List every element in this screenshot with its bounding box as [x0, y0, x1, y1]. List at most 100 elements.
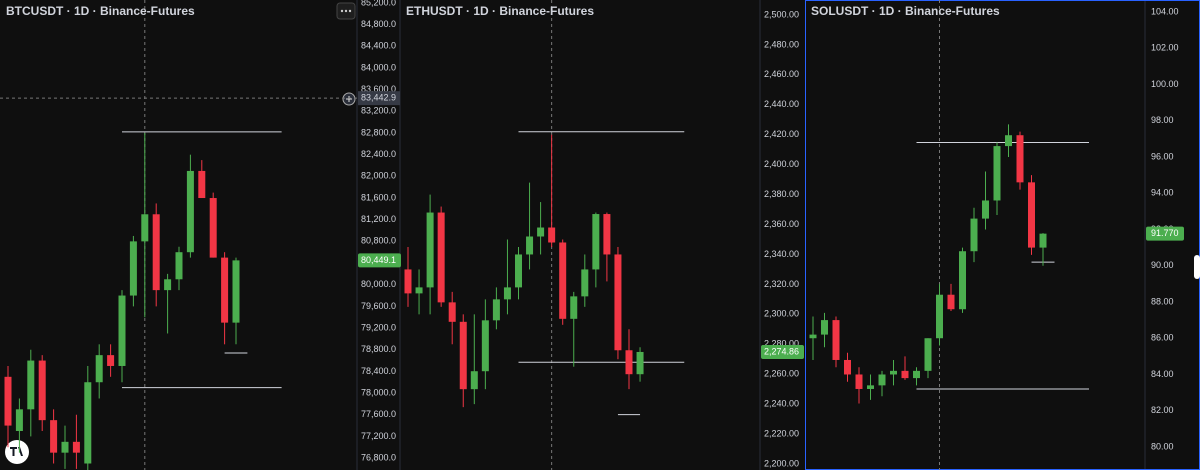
- candle-body: [993, 146, 1001, 201]
- candle-body: [437, 212, 445, 303]
- tradingview-logo[interactable]: [5, 440, 29, 464]
- y-tick-label: 2,320.00: [764, 279, 799, 289]
- dot: [340, 9, 344, 13]
- candle-body: [61, 441, 69, 453]
- more-button[interactable]: [336, 2, 356, 20]
- dot: [344, 9, 348, 13]
- candle-body: [867, 385, 874, 389]
- candle-body: [1016, 135, 1024, 183]
- chart-panel: 104.00102.00100.0098.0096.0094.0092.0090…: [809, 0, 1184, 470]
- candle-body: [1005, 135, 1012, 147]
- y-tick-label: 77,600.0: [361, 409, 396, 419]
- candle-body: [84, 382, 92, 464]
- candle-body: [537, 227, 545, 237]
- chart-title: BTCUSDT · 1D · Binance-Futures: [6, 4, 195, 18]
- candle-body: [614, 254, 622, 351]
- y-tick-label: 81,600.0: [361, 192, 396, 202]
- candle-body: [970, 218, 978, 252]
- candle-body: [636, 351, 644, 375]
- candle-body: [913, 370, 920, 379]
- y-tick-label: 85,200.0: [361, 0, 396, 7]
- candle-body: [559, 242, 567, 319]
- candle-body: [448, 302, 456, 322]
- y-tick-label: 80.00: [1151, 441, 1174, 451]
- candle-body: [844, 359, 851, 375]
- candle-body: [592, 214, 600, 270]
- logo-circle[interactable]: [5, 440, 29, 464]
- y-tick-label: 82,800.0: [361, 127, 396, 137]
- y-tick-label: 77,200.0: [361, 431, 396, 441]
- y-tick-label: 2,500.00: [764, 9, 799, 19]
- last-price-label: 80,449.1: [361, 255, 396, 265]
- candle-body: [426, 212, 434, 288]
- candle-body: [936, 294, 943, 339]
- y-tick-label: 83,200.0: [361, 106, 396, 116]
- candle-body: [959, 251, 966, 310]
- y-tick-label: 2,240.00: [764, 399, 799, 409]
- y-tick-label: 90.00: [1151, 260, 1174, 270]
- candle-body: [50, 420, 58, 453]
- y-tick-label: 83,600.0: [361, 84, 396, 94]
- candle-body: [15, 409, 23, 431]
- y-tick-label: 2,400.00: [764, 159, 799, 169]
- y-tick-label: 2,200.00: [764, 458, 799, 468]
- y-tick-label: 84.00: [1151, 369, 1174, 379]
- candle-body: [141, 214, 149, 242]
- y-tick-label: 2,380.00: [764, 189, 799, 199]
- candle-body: [481, 320, 489, 372]
- candle-body: [924, 338, 932, 371]
- last-price-badge: [358, 253, 401, 268]
- y-tick-label: 84,400.0: [361, 41, 396, 51]
- y-tick-label: 82,400.0: [361, 149, 396, 159]
- candle-body: [603, 214, 611, 255]
- y-tick-label: 98.00: [1151, 115, 1174, 125]
- candle-body: [415, 287, 423, 294]
- candle-body: [129, 241, 137, 296]
- y-tick-label: 84,800.0: [361, 19, 396, 29]
- y-tick-label: 94.00: [1151, 188, 1174, 198]
- candle-body: [901, 370, 909, 379]
- candle-body: [890, 370, 897, 375]
- y-tick-label: 86.00: [1151, 333, 1174, 343]
- candle-body: [503, 287, 511, 300]
- y-tick-label: 2,360.00: [764, 219, 799, 229]
- crosshair-badge: [358, 91, 400, 106]
- last-price-badge: [1146, 226, 1184, 241]
- candle-body: [198, 170, 206, 199]
- y-tick-label: 78,400.0: [361, 366, 396, 376]
- chart-title: ETHUSDT · 1D · Binance-Futures: [406, 4, 594, 18]
- y-tick-label: 76,800.0: [361, 452, 396, 462]
- candle-body: [186, 170, 194, 253]
- candle-body: [1028, 182, 1035, 248]
- candle-body: [548, 227, 556, 243]
- y-tick-label: 88.00: [1151, 296, 1174, 306]
- candle-body: [175, 252, 183, 280]
- y-tick-label: 2,440.00: [764, 99, 799, 109]
- y-tick-label: 82.00: [1151, 405, 1174, 415]
- y-tick-label: 82,000.0: [361, 171, 396, 181]
- candle-body: [4, 376, 12, 426]
- candle-body: [1039, 233, 1047, 248]
- candle-body: [947, 294, 955, 310]
- side-handle[interactable]: [1194, 255, 1200, 279]
- y-tick-label: 78,000.0: [361, 387, 396, 397]
- candle-body: [118, 295, 126, 366]
- candle-body: [821, 320, 828, 335]
- chart-title: SOLUSDT · 1D · Binance-Futures: [811, 4, 1000, 18]
- candle-body: [470, 371, 478, 390]
- candle-body: [526, 236, 534, 255]
- candle-body: [221, 257, 229, 323]
- candle-body: [570, 296, 578, 319]
- y-tick-label: 2,460.00: [764, 69, 799, 79]
- y-tick-label: 2,420.00: [764, 129, 799, 139]
- add-alert-button[interactable]: [342, 92, 356, 106]
- chart-panel: 2,500.00 2,480.00 2,460.00 2,440.00 2,420.00…: [404, 0, 804, 470]
- candle-body: [515, 254, 522, 288]
- y-tick-label: 100.00: [1151, 79, 1179, 89]
- y-tick-label: 80,800.0: [361, 236, 396, 246]
- last-price-label: 2,274.86: [764, 346, 799, 356]
- candle-body: [72, 441, 80, 453]
- y-tick-label: 78,800.0: [361, 344, 396, 354]
- y-tick-label: 2,260.00: [764, 369, 799, 379]
